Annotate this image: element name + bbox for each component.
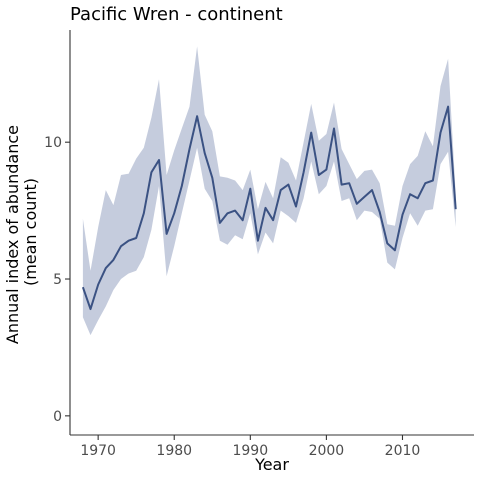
x-tick-label: 2010: [385, 443, 421, 459]
x-tick-label: 2000: [309, 443, 345, 459]
chart-title: Pacific Wren - continent: [70, 4, 283, 25]
y-axis-label-line1: Annual index of abundance: [3, 125, 22, 344]
confidence-band: [82, 46, 456, 336]
y-axis-label: Annual index of abundance (mean count): [3, 120, 40, 344]
x-tick-label: 1990: [232, 443, 268, 459]
y-tick-label: 0: [53, 409, 62, 425]
y-axis-label-line2: (mean count): [21, 178, 40, 286]
trend-line: [81, 105, 457, 311]
y-tick-label: 5: [53, 272, 62, 288]
x-tick-label: 1970: [80, 443, 116, 459]
x-axis-ticks: 1970 1980 1990 2000 2010: [80, 435, 420, 459]
y-axis-ticks: 0 5 10: [44, 135, 70, 425]
x-axis-label: Year: [254, 455, 289, 474]
x-tick-label: 1980: [156, 443, 192, 459]
plot-area: [81, 46, 457, 336]
y-tick-label: 10: [44, 135, 62, 151]
